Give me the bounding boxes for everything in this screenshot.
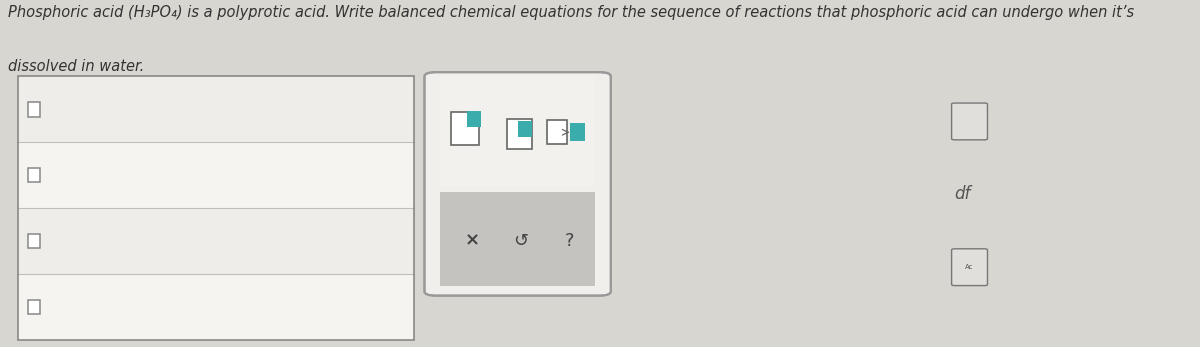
Text: dissolved in water.: dissolved in water. — [8, 59, 144, 74]
FancyBboxPatch shape — [425, 72, 611, 296]
Text: df: df — [954, 185, 971, 203]
Bar — [28, 300, 40, 314]
Bar — [440, 192, 595, 286]
Text: Ac: Ac — [965, 264, 973, 270]
Bar — [570, 123, 586, 141]
Bar — [547, 120, 566, 144]
Bar — [518, 120, 532, 137]
Text: ?: ? — [565, 232, 575, 250]
Bar — [18, 208, 414, 274]
Bar — [28, 102, 40, 117]
Text: Phosphoric acid (H₃PO₄) is a polyprotic acid. Write balanced chemical equations : Phosphoric acid (H₃PO₄) is a polyprotic … — [8, 5, 1134, 20]
Bar — [18, 76, 414, 340]
FancyBboxPatch shape — [952, 103, 988, 140]
Bar — [451, 112, 479, 145]
Bar — [28, 234, 40, 248]
Bar — [467, 111, 480, 127]
Text: ×: × — [464, 232, 480, 250]
Bar — [18, 274, 414, 340]
Bar — [18, 76, 414, 142]
Bar — [440, 76, 595, 186]
Bar — [28, 168, 40, 183]
Bar — [18, 142, 414, 208]
Bar — [506, 119, 532, 149]
FancyBboxPatch shape — [952, 249, 988, 286]
Text: ↺: ↺ — [514, 232, 528, 250]
